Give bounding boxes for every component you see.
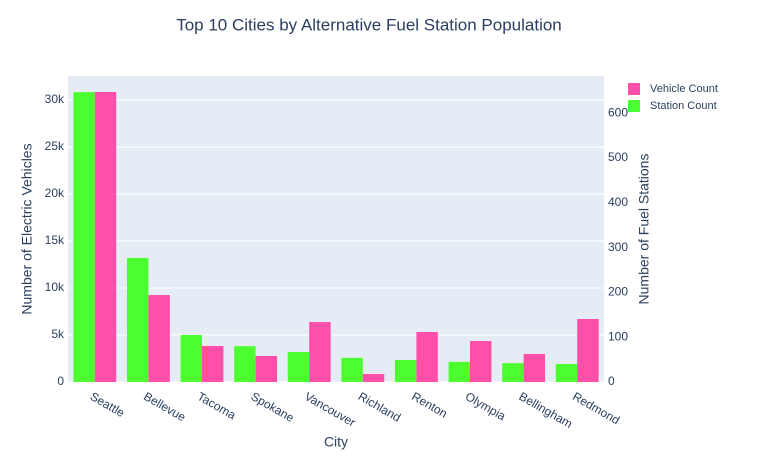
bar [73,92,95,382]
bar [202,345,224,382]
bar [394,360,417,382]
bar [523,353,546,382]
y-tick-label: 0 [57,374,64,388]
y2-tick-label: 200 [608,285,628,299]
y2-tick-label: 0 [608,374,615,388]
y2-tick-label: 100 [608,329,628,343]
x-tick-label: Olympia [463,389,508,423]
bar [94,91,117,382]
bar [255,355,278,382]
y-tick-label: 15k [45,233,65,247]
bar [126,257,149,382]
bar [416,331,438,382]
bar [448,361,470,382]
y-tick-label: 20k [45,186,65,200]
bar [341,357,363,382]
x-axis-title: City [324,434,348,450]
bar [577,319,599,382]
x-tick-label: Seattle [88,389,128,420]
legend-label: Station Count [650,100,717,112]
x-tick-label: Renton [409,389,450,420]
y-tick-label: 10k [45,280,65,294]
x-tick-label: Vancouver [302,389,358,429]
bar [180,334,202,382]
x-tick-label: Redmond [570,389,622,427]
bar [502,363,524,382]
y-tick-label: 30k [45,92,65,106]
bar [148,295,170,382]
bar [234,346,256,382]
x-tick-label: Spokane [249,389,297,425]
x-tick-label: Bellevue [141,389,188,424]
legend-label: Vehicle Count [650,83,718,95]
y2-tick-label: 500 [608,150,628,164]
y2-tick-label: 400 [608,195,628,209]
y2-axis-title: Number of Fuel Stations [636,154,652,305]
y-axis-title: Number of Electric Vehicles [19,143,35,314]
bar [309,322,331,382]
x-tick-label: Richland [356,389,403,424]
legend-swatch [628,83,640,95]
legend-swatch [628,100,640,112]
bar [555,364,578,382]
x-tick-label: Bellingham [517,389,575,431]
bar [362,374,385,382]
y2-tick-label: 300 [608,240,628,254]
y-tick-label: 5k [51,327,65,341]
x-tick-label: Tacoma [195,389,239,422]
bar [287,351,310,382]
y-tick-label: 25k [45,139,65,153]
bar [470,341,492,382]
chart-title: Top 10 Cities by Alternative Fuel Statio… [176,15,562,34]
y2-tick-label: 600 [608,105,628,119]
